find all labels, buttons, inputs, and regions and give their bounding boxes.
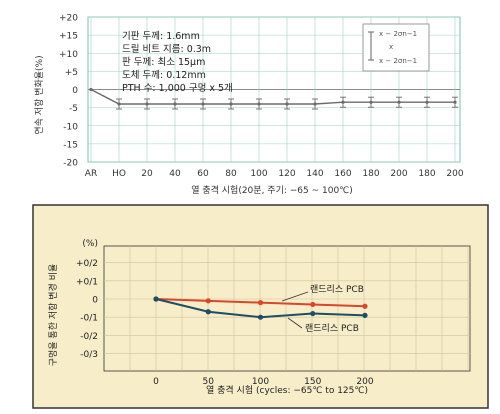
y-tick-label: -5 (69, 104, 78, 114)
x-tick-label: 200 (390, 169, 407, 179)
chart-bottom-plot-area (103, 245, 471, 372)
spec-note-board-thickness: 기판 두께: 1.6mm (122, 31, 200, 42)
data-point (201, 102, 205, 106)
chart-top-legend-box: x − 2σn−1 x x − 2σn−1 (362, 23, 430, 72)
x-tick-label: 20 (141, 169, 153, 179)
chart-top-y-axis-label: 연속 저항 변화율(%) (34, 55, 45, 134)
series-1-point (310, 301, 316, 308)
chart-top-y-ticks: +20 +15 +10 +5 0 -5 -10 -15 -20 (59, 14, 78, 169)
x-tick-label: 40 (169, 169, 181, 179)
legend-mean: x (389, 43, 393, 51)
y-tick-label: +0/2 (76, 259, 98, 269)
callout-label-series-2: 랜드리스 PCB (305, 323, 359, 334)
callout-line-series-1 (281, 291, 309, 302)
data-point (313, 102, 317, 106)
x-tick-label: 180 (418, 169, 435, 179)
data-point (145, 102, 149, 106)
data-point (117, 102, 121, 106)
series-2-point (153, 296, 159, 302)
y-tick-label: -10 (63, 122, 78, 132)
y-tick-label: 0 (72, 86, 78, 96)
chart-bottom-gridlines (104, 246, 470, 371)
chart-bottom-x-axis-label: 열 충격 시험 (cycles: −65℃ to 125℃) (206, 384, 368, 396)
x-tick-label: 200 (356, 377, 373, 387)
chart-top-x-axis-label: 열 충격 시험(20분, 주기: −65 ~ 100℃) (191, 184, 353, 196)
data-point (369, 100, 373, 104)
x-tick-label: 200 (446, 169, 463, 179)
y-tick-label: -0/3 (80, 350, 98, 360)
series-2-point (362, 312, 368, 318)
x-tick-label: 80 (225, 169, 237, 179)
y-tick-label: 0 (92, 296, 98, 306)
legend-upper: x − 2σn−1 (379, 30, 417, 38)
data-point (257, 102, 261, 106)
data-point (89, 87, 93, 92)
x-tick-label: 180 (362, 169, 379, 179)
chart-bottom-x-ticks: 0 50 100 150 200 (153, 377, 374, 387)
y-tick-label: +20 (59, 14, 78, 24)
data-point (425, 100, 429, 104)
data-point (341, 100, 345, 104)
x-tick-label: AR (85, 169, 97, 179)
chart-bottom-series (153, 296, 368, 320)
series-1-point (257, 300, 264, 306)
series-1-point (362, 303, 368, 309)
spec-note-plating-thickness: 판 두께: 최소 15μm (122, 57, 205, 68)
x-tick-label: 140 (306, 169, 323, 179)
y-tick-label: -20 (63, 159, 78, 169)
callout-line-series-2 (287, 317, 303, 329)
spec-note-conductor-thickness: 도체 두께: 0.12mm (122, 70, 206, 81)
chart-top-series (89, 87, 458, 110)
legend-lower: x − 2σn−1 (379, 57, 417, 65)
series-2-point (310, 310, 316, 317)
x-tick-label: 60 (197, 169, 209, 179)
data-point (397, 100, 401, 104)
spec-note-drill-diameter: 드릴 비트 지름: 0.3m (122, 44, 211, 55)
series-1-point (205, 298, 211, 304)
series-2-point (205, 309, 211, 315)
chart-top: +20 +15 +10 +5 0 -5 -10 -15 -20 AR HO 20 40 60 80 100 1… (34, 14, 464, 197)
y-tick-label: +0/1 (76, 277, 98, 287)
chart-top-spec-notes: 기판 두께: 1.6mm 드릴 비트 지름: 0.3m 판 두께: 최소 15μ… (122, 31, 233, 94)
chart-bottom-y-ticks: +0/2 +0/1 0 -0/1 -0/2 -0/3 (76, 259, 98, 360)
y-tick-label: -0/2 (80, 332, 98, 342)
y-tick-label: +5 (65, 68, 78, 78)
chart-bottom-unit-label: (%) (82, 239, 98, 249)
chart-bottom-y-axis-label: 구멍을 통한 저항 변경 비율 (47, 264, 59, 367)
data-point (173, 102, 177, 106)
y-tick-label: +10 (59, 50, 78, 60)
x-tick-label: 50 (203, 377, 215, 387)
chart-bottom: +0/2 +0/1 0 -0/1 -0/2 -0/3 0 50 100 150 200 (%) 구… (32, 204, 489, 409)
x-tick-label: 100 (252, 377, 269, 387)
spec-note-pth-count: PTH 수: 1,000 구멍 x 5개 (122, 83, 233, 94)
y-tick-label: -0/1 (80, 314, 98, 324)
series-2-point (257, 314, 264, 320)
data-point (453, 100, 457, 104)
callout-label-series-1: 랜드리스 PCB (310, 284, 364, 295)
data-point (285, 102, 289, 106)
y-tick-label: +15 (59, 32, 78, 42)
x-tick-label: HO (112, 169, 126, 179)
y-tick-label: -15 (63, 140, 78, 150)
series-line (90, 88, 455, 105)
x-tick-label: 0 (153, 377, 159, 387)
chart-top-x-ticks: AR HO 20 40 60 80 100 120 140 160 180 200 180 200 (85, 169, 464, 179)
x-tick-label: 100 (250, 169, 267, 179)
x-tick-label: 120 (278, 169, 295, 179)
data-point (229, 102, 233, 106)
x-tick-label: 160 (334, 169, 351, 179)
x-tick-label: 150 (304, 377, 321, 387)
